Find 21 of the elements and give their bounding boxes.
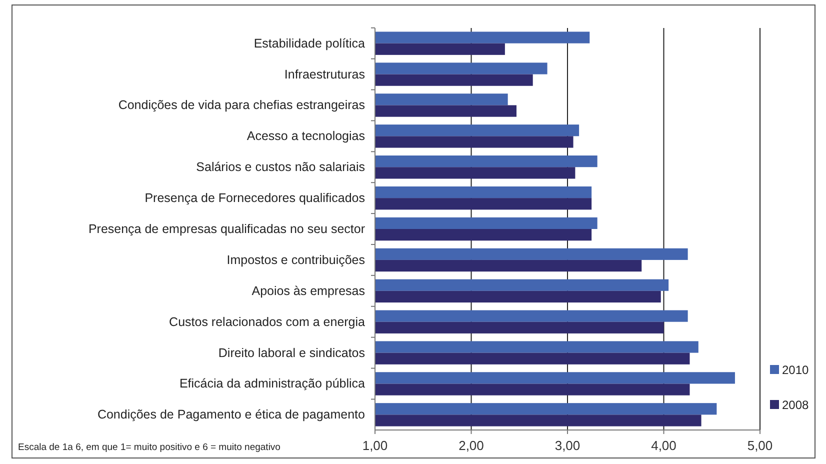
- y-tick-label: Salários e custos não salariais: [196, 160, 365, 174]
- y-tick-label: Apoios às empresas: [252, 284, 365, 298]
- x-tick-label: 2,00: [458, 438, 484, 453]
- x-tick-label: 3,00: [554, 438, 580, 453]
- legend-label: 2008: [782, 398, 810, 412]
- y-tick-label: Estabilidade política: [254, 36, 366, 50]
- text: Escala de 1a 6, em que 1= muito positivo e 6 = muito negativo: [18, 442, 280, 453]
- y-tick-label: Direito laboral e sindicatos: [218, 346, 365, 360]
- y-tick-label: Presença de empresas qualificadas no seu sector: [88, 222, 365, 236]
- y-tick-label: Custos relacionados com a energia: [169, 314, 366, 329]
- x-tick-label: 4,00: [651, 438, 676, 453]
- y-tick-label: Acesso a tecnologias: [246, 129, 365, 144]
- y-tick-label: Presença de Fornecedores qualificados: [144, 191, 365, 206]
- y-tick-label: Infraestruturas: [284, 67, 365, 82]
- x-tick-label: 5,00: [747, 438, 773, 453]
- y-tick-label: Condições de Pagamento e ética de pagamento: [97, 408, 366, 422]
- y-tick-label: Condições de vida para chefias estrangeiras: [118, 98, 365, 112]
- y-tick-label: Impostos e contribuições: [226, 252, 365, 267]
- legend-label: 2010: [782, 363, 810, 377]
- x-tick-label: 1,00: [362, 438, 388, 453]
- y-tick-label: Eficácia da administração pública: [179, 376, 366, 391]
